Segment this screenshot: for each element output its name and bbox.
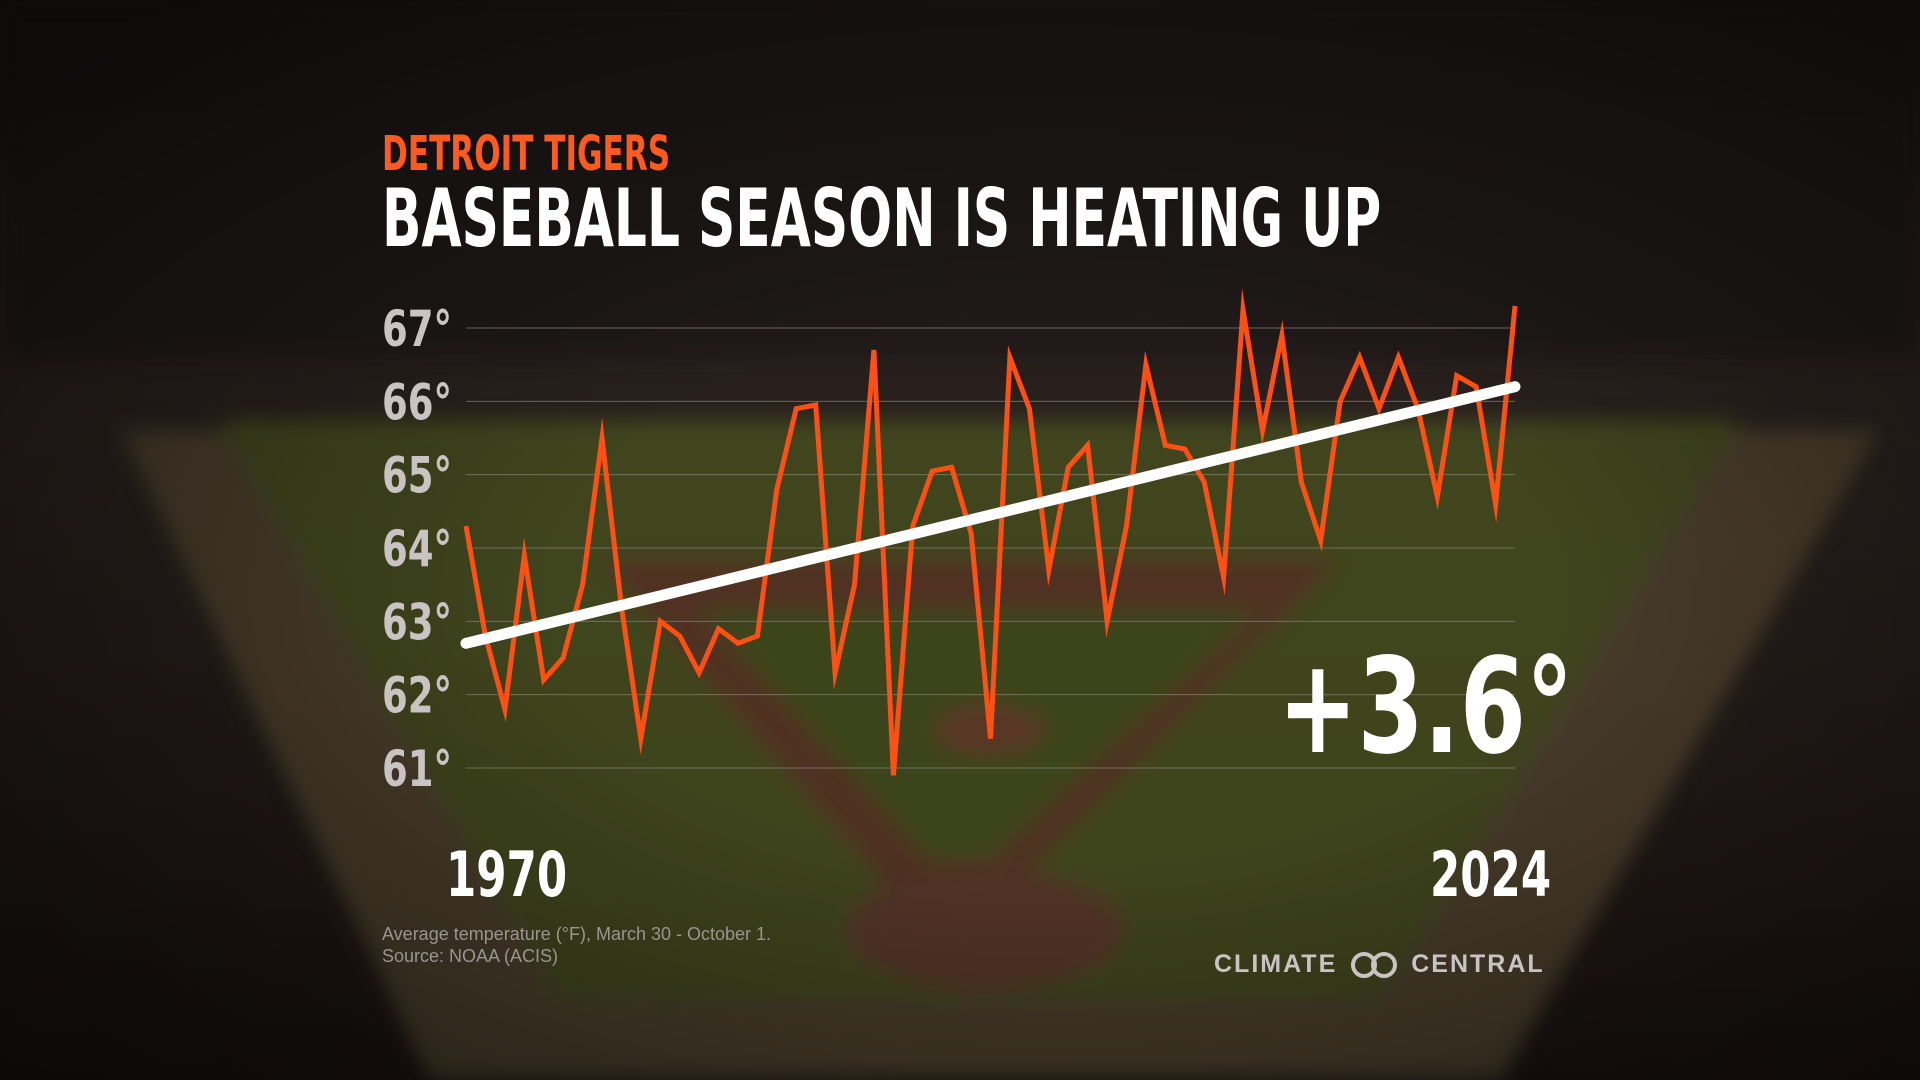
chart-note: Average temperature (°F), March 30 - Oct… xyxy=(382,923,771,967)
y-tick-label: 61° xyxy=(382,740,452,798)
y-tick-label: 66° xyxy=(382,373,452,431)
y-tick-label: 62° xyxy=(382,667,452,725)
team-name: DETROIT TIGERS xyxy=(382,126,671,182)
logo-rings-icon xyxy=(1351,951,1398,978)
y-tick-label: 65° xyxy=(382,447,452,505)
climate-central-logo: CLIMATE CENTRAL xyxy=(1214,950,1545,979)
note-source: Source: NOAA (ACIS) xyxy=(382,946,559,966)
note-description: Average temperature (°F), March 30 - Oct… xyxy=(382,924,772,944)
chart-title: BASEBALL SEASON IS HEATING UP xyxy=(382,172,1382,265)
y-tick-label: 67° xyxy=(382,300,452,358)
y-tick-label: 64° xyxy=(382,520,452,578)
logo-text-left: CLIMATE xyxy=(1214,950,1338,978)
logo-text-right: CENTRAL xyxy=(1411,950,1545,978)
x-start-label: 1970 xyxy=(446,838,568,911)
trend-line xyxy=(460,381,1521,649)
x-end-label: 2024 xyxy=(1430,838,1552,911)
y-tick-label: 63° xyxy=(382,593,452,651)
change-annotation: +3.6° xyxy=(1278,630,1574,784)
temperature-line xyxy=(463,288,1518,776)
